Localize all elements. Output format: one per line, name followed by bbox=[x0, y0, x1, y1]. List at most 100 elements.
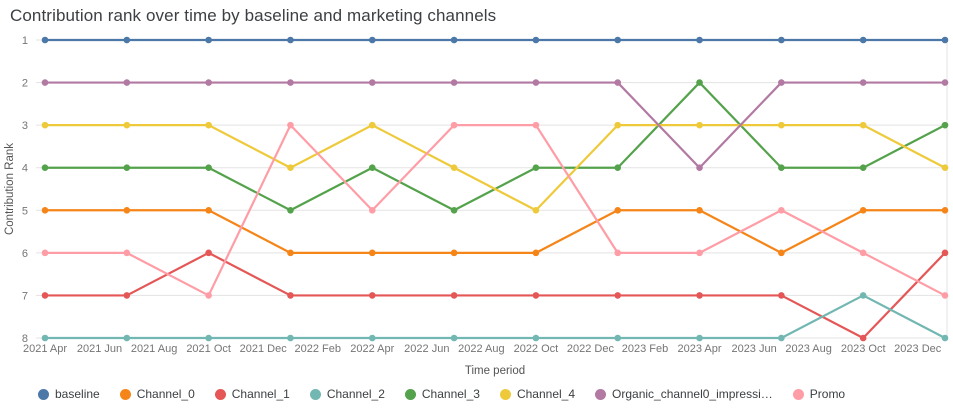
x-tick-label: 2021 Jun bbox=[77, 343, 122, 355]
legend-item-Channel_2[interactable]: Channel_2 bbox=[309, 387, 385, 401]
data-point-marker bbox=[205, 206, 212, 214]
data-point-marker bbox=[532, 292, 540, 299]
series-line-Channel_1 bbox=[43, 251, 947, 340]
data-point-marker bbox=[368, 249, 376, 257]
legend-item-Channel_4[interactable]: Channel_4 bbox=[499, 387, 576, 401]
data-point-marker bbox=[859, 164, 867, 172]
data-point-marker bbox=[287, 292, 294, 299]
y-tick-label: 4 bbox=[22, 163, 28, 175]
x-tick-label: 2023 Aug bbox=[785, 343, 832, 355]
data-point-marker bbox=[368, 121, 376, 129]
data-point-marker bbox=[287, 164, 294, 172]
y-axis-title: Contribution Rank bbox=[4, 143, 16, 235]
data-point-marker bbox=[205, 121, 212, 129]
data-point-marker bbox=[123, 206, 131, 214]
data-point-marker bbox=[41, 334, 49, 342]
data-point-marker bbox=[859, 249, 867, 257]
legend-swatch-icon bbox=[792, 388, 804, 400]
data-point-marker bbox=[123, 121, 131, 129]
data-point-marker bbox=[941, 164, 949, 172]
x-tick-label: 2022 Apr bbox=[350, 343, 394, 355]
data-point-marker bbox=[368, 79, 376, 86]
x-tick-label: 2021 Apr bbox=[23, 343, 67, 355]
chart-title: Contribution rank over time by baseline … bbox=[10, 6, 497, 25]
data-point-marker bbox=[287, 206, 294, 214]
data-point-marker bbox=[532, 206, 540, 214]
data-point-marker bbox=[287, 79, 294, 86]
y-tick-label: 7 bbox=[22, 290, 28, 302]
data-point-marker bbox=[614, 164, 622, 172]
legend-item-Channel_1[interactable]: Channel_1 bbox=[214, 387, 290, 401]
x-tick-label: 2022 Jun bbox=[404, 343, 449, 355]
legend-label: Promo bbox=[809, 387, 846, 401]
x-tick-label: 2021 Dec bbox=[240, 343, 288, 355]
data-point-marker bbox=[450, 121, 458, 129]
data-point-marker bbox=[41, 292, 49, 299]
data-point-marker bbox=[778, 334, 785, 342]
data-point-marker bbox=[778, 249, 785, 257]
data-point-marker bbox=[859, 79, 867, 86]
data-point-marker bbox=[450, 164, 458, 172]
data-point-marker bbox=[941, 292, 949, 299]
data-point-marker bbox=[696, 292, 703, 299]
data-point-marker bbox=[41, 79, 49, 86]
data-point-marker bbox=[614, 206, 622, 214]
data-point-marker bbox=[941, 79, 949, 86]
x-tick-label: 2022 Feb bbox=[294, 343, 340, 355]
data-point-marker bbox=[41, 206, 49, 214]
legend-label: Channel_4 bbox=[516, 387, 576, 401]
data-point-marker bbox=[859, 206, 867, 214]
data-point-marker bbox=[941, 121, 949, 129]
data-point-marker bbox=[532, 121, 540, 129]
data-point-marker bbox=[368, 206, 376, 214]
data-point-marker bbox=[859, 121, 867, 129]
series-line-Channel_0 bbox=[43, 209, 947, 254]
legend-swatch-icon bbox=[38, 388, 49, 400]
chart-legend: baseline Channel_0 Channel_1 Channel_2 Chann… bbox=[38, 387, 845, 401]
data-point-marker bbox=[205, 164, 212, 172]
data-point-marker bbox=[614, 292, 622, 299]
data-point-marker bbox=[941, 334, 949, 342]
y-tick-label: 8 bbox=[22, 333, 28, 345]
x-tick-label: 2023 Feb bbox=[622, 343, 668, 355]
data-point-marker bbox=[287, 121, 294, 129]
series-line-Channel_4 bbox=[43, 124, 947, 212]
x-tick-label: 2022 Dec bbox=[567, 343, 615, 355]
data-point-marker bbox=[123, 334, 131, 342]
data-point-marker bbox=[368, 292, 376, 299]
data-point-marker bbox=[532, 164, 540, 172]
series-line-Channel_2 bbox=[43, 294, 947, 340]
data-point-marker bbox=[450, 36, 458, 44]
legend-item-Organic_channel0_impressi…[interactable]: Organic_channel0_impressi… bbox=[595, 387, 773, 401]
data-point-marker bbox=[123, 249, 131, 257]
data-point-marker bbox=[859, 292, 867, 299]
data-point-marker bbox=[696, 249, 703, 257]
legend-item-baseline[interactable]: baseline bbox=[38, 387, 100, 401]
data-point-marker bbox=[696, 36, 703, 44]
data-point-marker bbox=[941, 206, 949, 214]
data-point-marker bbox=[41, 36, 49, 44]
data-point-marker bbox=[941, 36, 949, 44]
y-tick-label: 5 bbox=[22, 205, 28, 217]
data-point-marker bbox=[41, 164, 49, 172]
legend-item-Channel_0[interactable]: Channel_0 bbox=[119, 387, 195, 401]
data-point-marker bbox=[614, 121, 622, 129]
data-point-marker bbox=[859, 334, 867, 342]
data-point-marker bbox=[123, 292, 131, 299]
data-point-marker bbox=[205, 249, 212, 257]
y-tick-label: 3 bbox=[22, 120, 28, 132]
data-point-marker bbox=[123, 36, 131, 44]
data-point-marker bbox=[287, 36, 294, 44]
data-point-marker bbox=[778, 36, 785, 44]
data-point-marker bbox=[532, 36, 540, 44]
legend-swatch-icon bbox=[119, 388, 131, 400]
legend-item-Channel_3[interactable]: Channel_3 bbox=[404, 387, 480, 401]
x-tick-label: 2021 Oct bbox=[186, 343, 231, 355]
data-point-marker bbox=[696, 164, 703, 172]
legend-item-Promo[interactable]: Promo bbox=[792, 387, 846, 401]
data-point-marker bbox=[614, 249, 622, 257]
x-tick-label: 2021 Aug bbox=[131, 343, 178, 355]
data-point-marker bbox=[532, 79, 540, 86]
data-point-marker bbox=[123, 164, 131, 172]
data-point-marker bbox=[614, 79, 622, 86]
